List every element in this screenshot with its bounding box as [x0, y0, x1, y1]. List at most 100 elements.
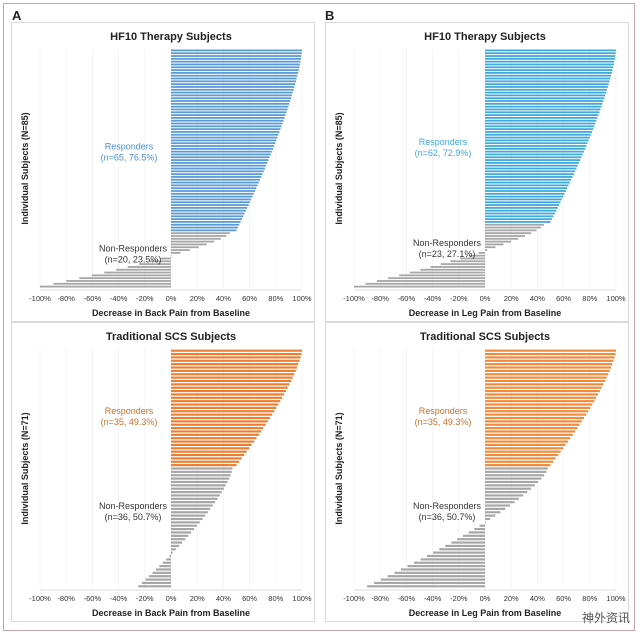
bar	[485, 359, 614, 362]
bar	[485, 477, 542, 480]
bar	[171, 497, 218, 500]
bar	[171, 507, 211, 510]
bar	[401, 568, 485, 571]
responders-count: (n=62, 72.9%)	[415, 148, 472, 158]
bar	[485, 470, 547, 473]
x-tick-label: -20%	[450, 294, 468, 303]
bar	[171, 237, 221, 240]
bar	[171, 501, 216, 504]
bar	[171, 97, 291, 100]
bar	[485, 57, 615, 60]
bar	[426, 554, 485, 558]
bar	[479, 524, 485, 527]
bar	[485, 235, 525, 237]
bar	[485, 111, 600, 114]
x-tick-label: -100%	[29, 594, 51, 603]
bar	[485, 150, 584, 153]
bar	[485, 164, 578, 167]
bar	[485, 517, 491, 521]
bar	[485, 69, 613, 71]
bar	[171, 410, 275, 413]
bar	[485, 86, 608, 88]
bar	[171, 150, 272, 153]
chart-svg-hf10-leg: HF10 Therapy Subjects Individual Subjects…	[334, 31, 626, 318]
bar	[460, 257, 485, 260]
figure-frame	[3, 3, 635, 631]
bar	[376, 280, 485, 282]
bar	[485, 413, 587, 416]
bar	[485, 430, 576, 433]
bar	[485, 366, 612, 369]
bar	[171, 74, 298, 77]
bar	[171, 447, 250, 450]
x-tick-label: 60%	[556, 294, 571, 303]
x-tick-label: -80%	[57, 294, 75, 303]
responders-label: Responders	[105, 142, 154, 152]
chart-title: HF10 Therapy Subjects	[424, 31, 546, 43]
bar	[440, 263, 485, 265]
bar	[450, 260, 485, 263]
bar	[171, 430, 262, 433]
bar	[387, 575, 485, 578]
bar	[171, 511, 208, 514]
bar	[485, 181, 570, 184]
bar	[433, 551, 485, 554]
non-responders-count: (n=36, 50.7%)	[105, 512, 162, 522]
responders-label: Responders	[419, 406, 468, 416]
bar	[485, 396, 597, 399]
bar	[485, 379, 606, 383]
bar	[171, 173, 263, 176]
bar	[485, 195, 564, 198]
bar	[171, 80, 296, 83]
bar	[485, 49, 616, 52]
bar	[116, 268, 171, 271]
x-tick-label: 80%	[268, 594, 283, 603]
x-tick-label: -60%	[398, 294, 416, 303]
bar	[171, 198, 252, 201]
bar	[485, 410, 589, 413]
bar	[171, 487, 224, 490]
bar	[485, 229, 537, 232]
bar	[171, 60, 301, 63]
bar	[439, 548, 485, 551]
bar	[485, 521, 486, 524]
bar	[485, 246, 496, 249]
bar	[462, 534, 485, 537]
bar	[485, 467, 548, 470]
bar	[171, 373, 295, 376]
x-tick-label: -20%	[136, 294, 154, 303]
bar	[485, 153, 583, 156]
bar	[171, 249, 190, 251]
bar	[485, 94, 606, 97]
bar	[171, 139, 277, 142]
bar	[66, 280, 171, 282]
bar	[171, 246, 199, 249]
non-responders-label: Non-Responders	[413, 501, 482, 511]
bar	[171, 390, 286, 393]
bar	[485, 443, 566, 447]
bar	[171, 153, 271, 156]
bar	[171, 88, 294, 91]
bar	[171, 413, 273, 416]
bar	[485, 88, 607, 91]
bar	[171, 94, 292, 97]
bar	[141, 581, 171, 585]
bar	[485, 72, 612, 74]
bar	[485, 490, 528, 494]
bar	[171, 457, 242, 460]
bar	[485, 460, 554, 463]
bar	[485, 420, 582, 423]
bar	[171, 366, 298, 369]
bar	[485, 198, 562, 201]
bar	[166, 558, 171, 561]
bar	[171, 480, 228, 484]
bar	[171, 156, 270, 159]
responders-label: Responders	[105, 406, 154, 416]
x-tick-label: 100%	[606, 294, 626, 303]
x-tick-label: -60%	[398, 594, 416, 603]
bar	[139, 263, 171, 265]
bar	[171, 170, 264, 173]
bar	[171, 433, 259, 436]
x-tick-label: 40%	[216, 594, 231, 603]
bar	[485, 142, 588, 145]
